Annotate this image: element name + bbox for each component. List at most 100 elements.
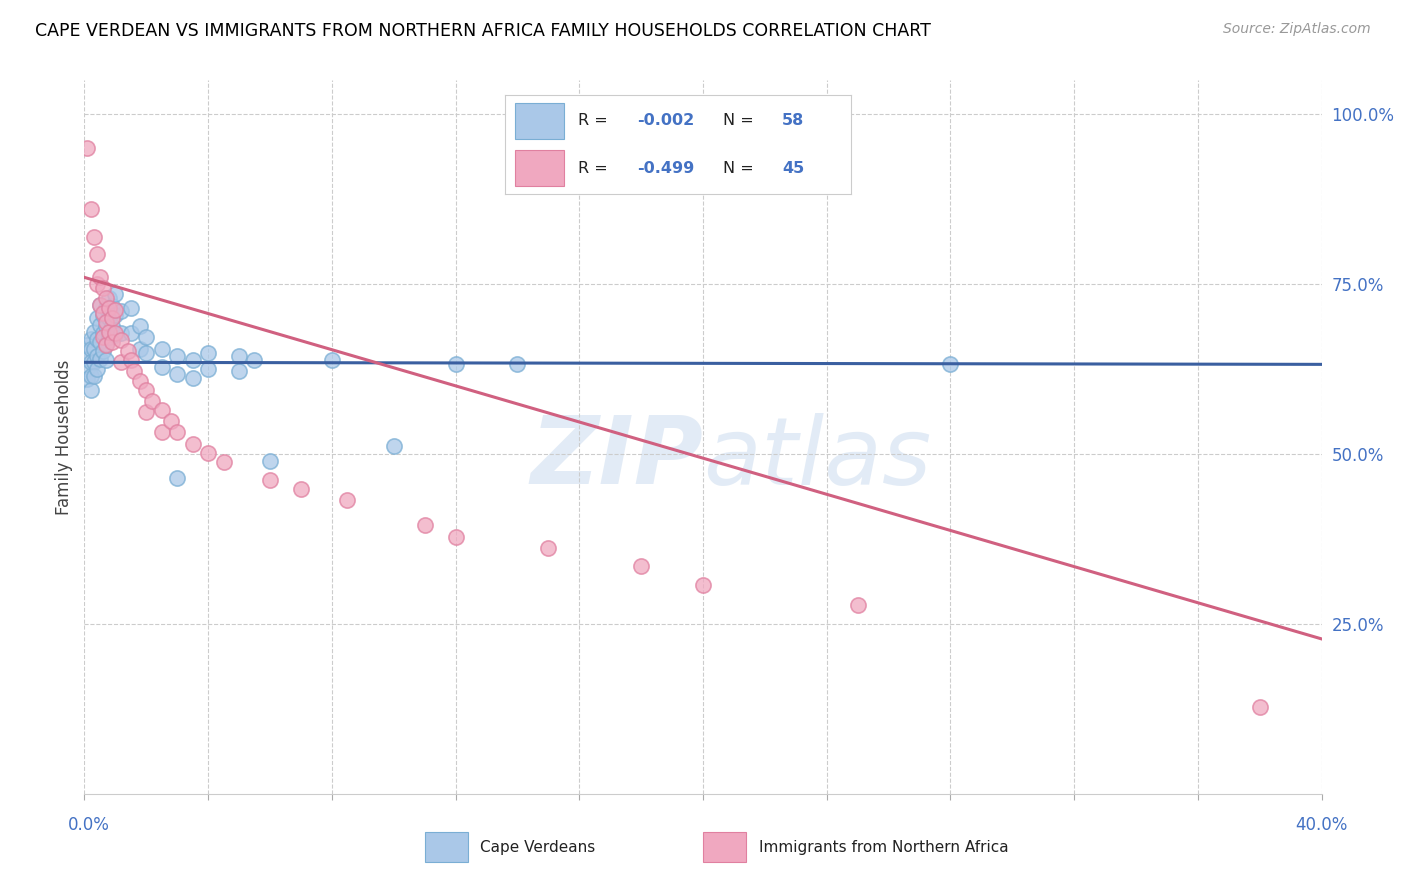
Point xyxy=(197,362,219,376)
Point xyxy=(98,325,121,339)
Point xyxy=(110,304,132,318)
Point xyxy=(122,364,145,378)
Point xyxy=(444,530,467,544)
Point xyxy=(86,332,108,346)
Point xyxy=(117,343,139,358)
Point xyxy=(79,368,101,383)
Point xyxy=(91,343,114,358)
Point xyxy=(104,287,127,301)
Point xyxy=(83,368,105,383)
Point xyxy=(79,383,101,397)
Point xyxy=(89,318,111,332)
Point xyxy=(86,362,108,376)
Point xyxy=(141,394,163,409)
Point xyxy=(181,371,204,385)
Point xyxy=(94,301,117,315)
Point xyxy=(537,541,560,555)
Point xyxy=(104,303,127,318)
Point xyxy=(86,311,108,326)
Text: ZIP: ZIP xyxy=(530,412,703,505)
Point xyxy=(939,357,962,371)
Point xyxy=(94,338,117,352)
Point xyxy=(98,301,121,315)
Point xyxy=(76,351,98,366)
Point xyxy=(89,334,111,349)
Point xyxy=(120,326,142,340)
Point xyxy=(228,349,250,363)
Point xyxy=(692,577,714,591)
Point xyxy=(79,355,101,369)
Point xyxy=(104,328,127,343)
Point xyxy=(94,314,117,328)
Point xyxy=(166,471,188,485)
Point xyxy=(91,326,114,340)
Point xyxy=(120,301,142,315)
Point xyxy=(243,353,266,368)
Y-axis label: Family Households: Family Households xyxy=(55,359,73,515)
Point xyxy=(259,454,281,468)
Point xyxy=(94,337,117,351)
Point xyxy=(98,311,121,326)
Text: CAPE VERDEAN VS IMMIGRANTS FROM NORTHERN AFRICA FAMILY HOUSEHOLDS CORRELATION CH: CAPE VERDEAN VS IMMIGRANTS FROM NORTHERN… xyxy=(35,22,931,40)
Point xyxy=(228,364,250,378)
Point xyxy=(150,360,173,375)
Point xyxy=(197,446,219,460)
Point xyxy=(76,362,98,376)
Point xyxy=(94,291,117,305)
Point xyxy=(150,403,173,417)
Point xyxy=(91,306,114,320)
Point xyxy=(413,518,436,533)
Point xyxy=(86,246,108,260)
Point xyxy=(150,425,173,440)
Point xyxy=(86,349,108,363)
Point xyxy=(79,332,101,346)
Point xyxy=(104,326,127,340)
Point xyxy=(166,425,188,440)
Point xyxy=(91,330,114,344)
Point xyxy=(101,311,124,326)
Point xyxy=(83,355,105,369)
Point xyxy=(197,346,219,360)
Point xyxy=(150,342,173,356)
Text: 0.0%: 0.0% xyxy=(67,816,110,834)
Point xyxy=(89,351,111,366)
Point xyxy=(86,277,108,292)
Text: Source: ZipAtlas.com: Source: ZipAtlas.com xyxy=(1223,22,1371,37)
Point xyxy=(166,349,188,363)
Point xyxy=(166,367,188,381)
Point xyxy=(101,299,124,313)
Point xyxy=(212,455,235,469)
Point xyxy=(101,334,124,349)
Point xyxy=(1249,699,1271,714)
Point xyxy=(630,559,652,574)
Point xyxy=(506,357,529,371)
Point xyxy=(160,414,183,428)
Point xyxy=(76,338,98,352)
Point xyxy=(104,308,127,322)
Text: 40.0%: 40.0% xyxy=(1295,816,1348,834)
Point xyxy=(101,319,124,334)
Point xyxy=(135,383,157,397)
Point xyxy=(89,270,111,285)
Text: atlas: atlas xyxy=(703,413,931,504)
Point xyxy=(94,353,117,368)
Point xyxy=(83,342,105,356)
Point xyxy=(79,342,101,356)
Point xyxy=(76,141,98,155)
Point xyxy=(79,202,101,217)
Point xyxy=(290,483,312,497)
Point xyxy=(76,372,98,386)
Point xyxy=(321,353,343,368)
Point xyxy=(98,291,121,305)
Point xyxy=(89,297,111,311)
Point xyxy=(135,330,157,344)
Point xyxy=(83,325,105,339)
Point xyxy=(444,357,467,371)
Point xyxy=(382,439,405,453)
Point xyxy=(110,355,132,369)
Point xyxy=(91,308,114,322)
Point xyxy=(259,473,281,487)
Point xyxy=(83,229,105,244)
Point xyxy=(129,319,152,334)
Point xyxy=(129,374,152,388)
